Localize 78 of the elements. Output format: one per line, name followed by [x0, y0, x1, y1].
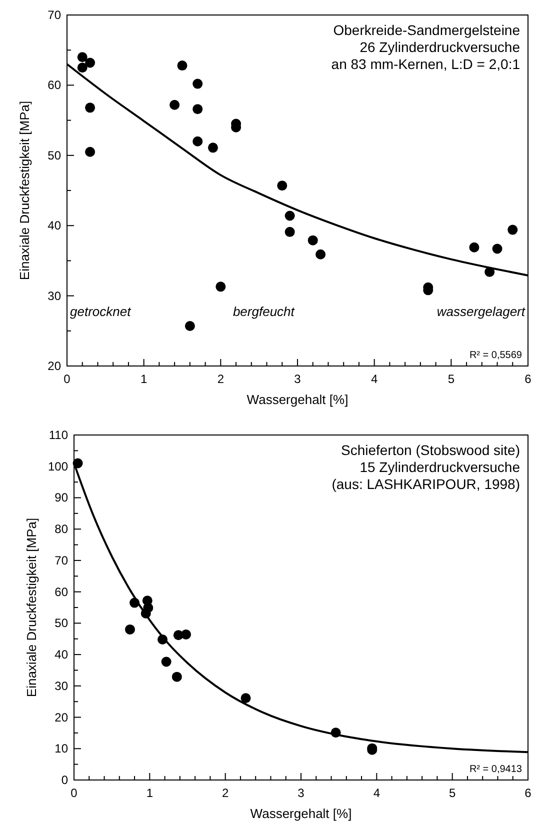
annotation: R² = 0,5569	[469, 350, 522, 361]
annotation: Schieferton (Stobswood site)	[341, 442, 520, 458]
annotation: wassergelagert	[436, 304, 526, 319]
x-tick-label: 4	[370, 372, 378, 386]
point	[192, 104, 203, 114]
x-tick-label: 4	[373, 786, 380, 800]
point	[284, 210, 295, 221]
y-tick-label: 60	[48, 78, 62, 92]
point	[180, 629, 191, 640]
point	[85, 58, 96, 68]
x-tick-label: 1	[146, 786, 154, 800]
annotation: getrocknet	[70, 304, 132, 319]
y-tick-label: 50	[48, 148, 62, 162]
point	[492, 244, 502, 254]
annotation: (aus: LASHKARIPOUR, 1998)	[332, 476, 520, 492]
x-tick-label: 5	[448, 786, 456, 800]
y-tick-label: 20	[54, 710, 68, 724]
annotation: R² = 0,9413	[469, 764, 522, 775]
point	[508, 224, 518, 235]
point	[469, 242, 480, 252]
y-axis-title: Einaxiale Druckfestigkeit [MPa]	[24, 518, 39, 698]
point	[316, 249, 326, 260]
point	[192, 78, 203, 89]
x-tick-label: 6	[524, 372, 532, 386]
point	[85, 102, 96, 113]
x-tick-label: 3	[298, 786, 305, 800]
point	[208, 142, 218, 153]
x-tick-label: 1	[140, 372, 148, 386]
x-tick-label: 6	[524, 786, 532, 800]
point	[284, 226, 295, 237]
x-tick-label: 2	[217, 372, 224, 386]
point	[216, 282, 226, 292]
y-tick-label: 100	[48, 459, 68, 474]
y-tick-label: 70	[54, 553, 68, 568]
point	[72, 458, 83, 468]
y-tick-label: 80	[54, 522, 68, 536]
point	[161, 656, 172, 667]
point	[130, 598, 140, 608]
annotation: an 83 mm-Kernen, L:D = 2,0:1	[331, 56, 520, 72]
x-axis-title: Wassergehalt [%]	[250, 806, 352, 821]
annotation: bergfeucht	[232, 304, 296, 319]
point	[124, 624, 135, 634]
y-tick-label: 90	[54, 490, 68, 505]
y-tick-label: 110	[48, 428, 68, 442]
y-tick-label: 0	[61, 773, 68, 787]
point	[240, 693, 251, 704]
x-tick-label: 2	[222, 786, 229, 800]
x-tick-label: 5	[448, 372, 455, 386]
y-tick-label: 60	[54, 584, 68, 599]
point	[158, 634, 168, 644]
point	[172, 672, 182, 682]
y-tick-label: 30	[54, 678, 68, 693]
annotation: 15 Zylinderdruckversuche	[360, 459, 520, 475]
annotation: 26 Zylinderdruckversuche	[360, 39, 520, 55]
point	[177, 60, 188, 71]
y-tick-label: 10	[54, 742, 68, 756]
point	[140, 608, 151, 618]
y-tick-label: 40	[48, 218, 62, 233]
x-tick-label: 3	[294, 372, 302, 386]
y-tick-label: 30	[48, 288, 62, 303]
point	[85, 146, 96, 157]
annotation: Oberkreide-Sandmergelsteine	[333, 22, 520, 38]
point	[77, 52, 88, 62]
y-tick-label: 50	[54, 616, 68, 630]
point	[330, 728, 341, 738]
x-axis-title: Wassergehalt [%]	[246, 392, 348, 407]
point	[77, 62, 88, 73]
point	[308, 235, 318, 246]
y-tick-label: 70	[48, 8, 62, 22]
point	[192, 136, 203, 146]
point	[170, 100, 180, 110]
y-tick-label: 20	[48, 359, 62, 373]
y-tick-label: 40	[54, 648, 68, 662]
y-axis-title: Einaxiale Druckfestigkeit [MPa]	[17, 100, 32, 280]
x-tick-label: 0	[70, 786, 78, 800]
point	[277, 180, 288, 191]
point	[484, 266, 495, 277]
point	[184, 320, 195, 331]
